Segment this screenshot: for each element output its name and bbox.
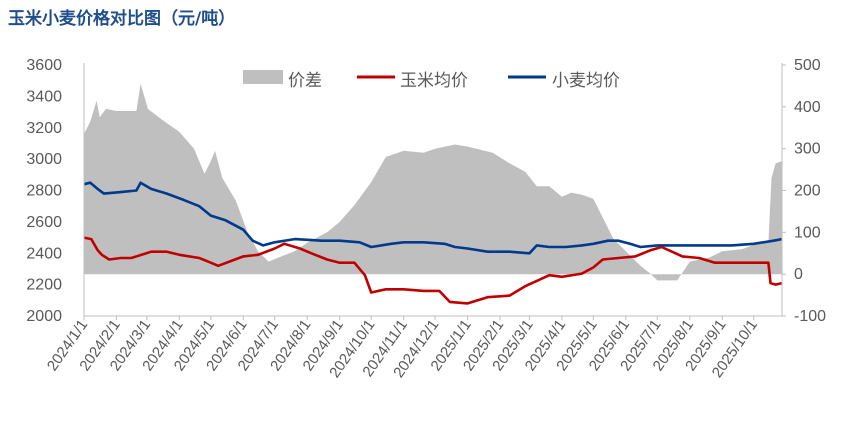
left-tick-label: 2400 <box>26 245 62 262</box>
right-tick-label: 200 <box>794 183 821 200</box>
left-tick-label: 2800 <box>26 183 62 200</box>
left-tick-label: 3000 <box>26 151 62 168</box>
legend-swatch-spread <box>243 70 283 84</box>
left-tick-label: 2200 <box>26 277 62 294</box>
left-tick-label: 3400 <box>26 88 62 105</box>
left-tick-label: 2600 <box>26 214 62 231</box>
right-tick-label: 400 <box>794 99 821 116</box>
spread-area <box>84 83 782 281</box>
chart-title: 玉米小麦价格对比图（元/吨） <box>8 9 236 29</box>
left-tick-label: 3600 <box>26 57 62 74</box>
right-tick-label: 0 <box>794 266 803 283</box>
right-tick-label: 100 <box>794 224 821 241</box>
right-tick-label: 300 <box>794 141 821 158</box>
legend-label-spread: 价差 <box>288 71 322 91</box>
wheat-price-line <box>83 181 783 255</box>
legend-label-corn: 玉米均价 <box>400 71 468 91</box>
legend-label-wheat: 小麦均价 <box>552 71 620 91</box>
left-tick-label: 3200 <box>26 120 62 137</box>
left-tick-label: 2000 <box>26 308 62 325</box>
right-tick-label: 500 <box>794 57 821 74</box>
corn-price-line <box>83 236 783 305</box>
right-tick-label: -100 <box>794 308 826 325</box>
